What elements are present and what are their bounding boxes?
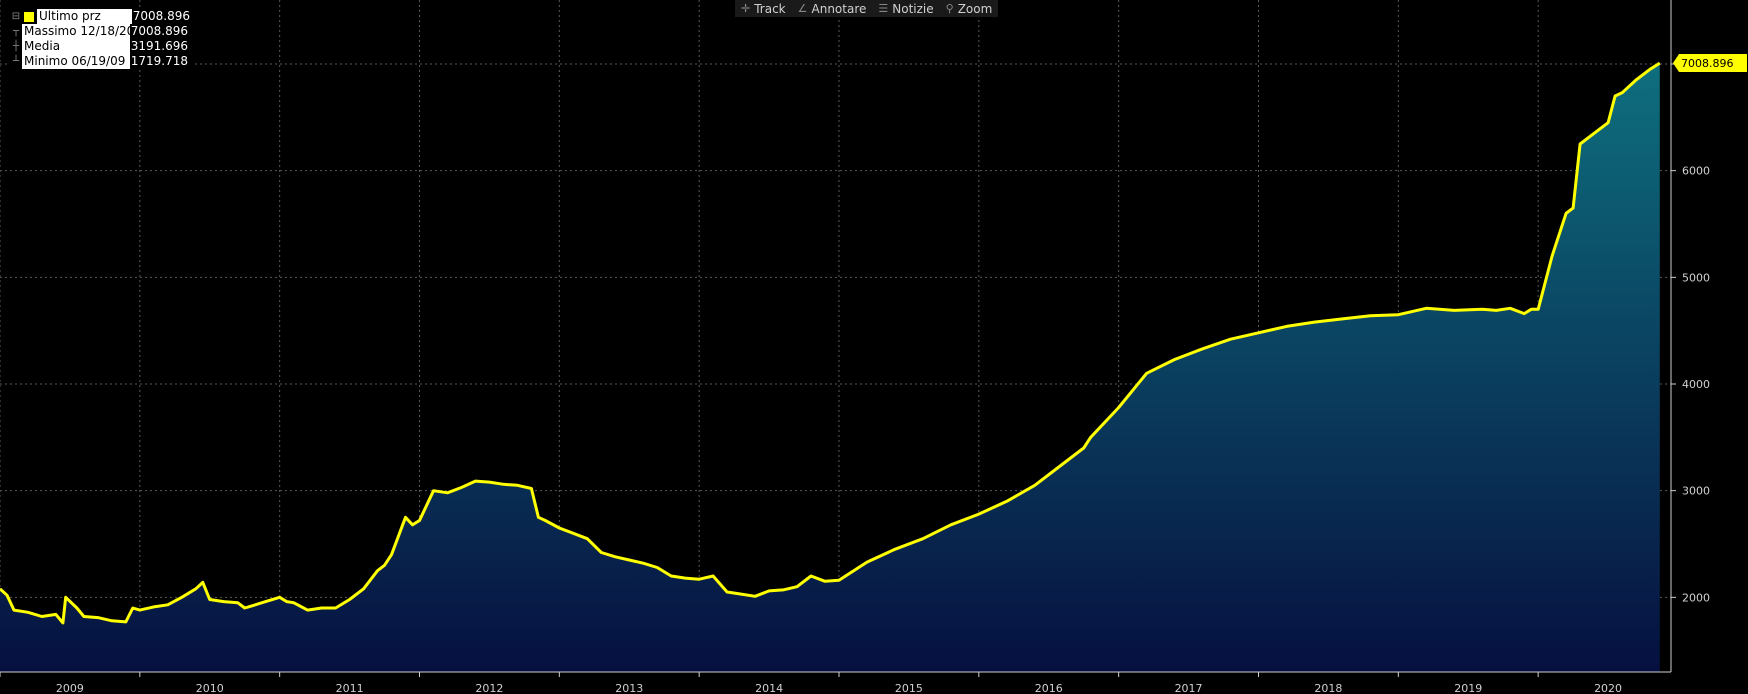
x-tick-label: 2012 xyxy=(475,682,503,694)
y-tick-label: 6000 xyxy=(1682,165,1710,178)
legend-row-low: ┴ Minimo 06/19/09 1719.718 xyxy=(10,54,192,69)
zoom-button[interactable]: ⚲ Zoom xyxy=(940,0,999,17)
legend-label-high: Massimo 12/18/20 xyxy=(22,24,130,39)
news-icon: ☰ xyxy=(878,2,889,15)
x-tick-label: 2018 xyxy=(1314,682,1342,694)
pencil-icon: ∠ xyxy=(797,2,808,15)
legend-row-last: ⊟ Ultimo prz 7008.896 xyxy=(10,9,192,24)
legend-row-avg: ┼ Media 3191.696 xyxy=(10,39,192,54)
price-line xyxy=(0,61,1661,625)
average-marker-icon: ┼ xyxy=(12,41,20,52)
collapse-icon[interactable]: ⊟ xyxy=(11,11,21,22)
x-tick-label: 2013 xyxy=(615,682,643,694)
legend-value-avg: 3191.696 xyxy=(130,39,188,53)
track-button[interactable]: ✛ Track xyxy=(735,0,792,17)
news-button[interactable]: ☰ Notizie xyxy=(872,0,939,17)
x-tick-label: 2015 xyxy=(895,682,923,694)
legend-label-low: Minimo 06/19/09 xyxy=(22,54,130,69)
high-marker-icon: ┬ xyxy=(12,26,20,37)
last-value-badge xyxy=(1673,54,1747,73)
y-tick-label: 3000 xyxy=(1682,485,1710,498)
x-tick-label: 2011 xyxy=(336,682,364,694)
crosshair-icon: ✛ xyxy=(741,2,751,15)
x-tick-label: 2016 xyxy=(1035,682,1063,694)
last-value-label: 7008.896 xyxy=(1681,57,1734,70)
legend-value-last: 7008.896 xyxy=(132,9,190,23)
x-tick-label: 2014 xyxy=(755,682,783,694)
chart-toolbar: ✛ Track ∠ Annotare ☰ Notizie ⚲ Zoom xyxy=(735,0,999,17)
legend-value-low: 1719.718 xyxy=(130,54,188,68)
x-tick-label: 2010 xyxy=(196,682,224,694)
annotate-button[interactable]: ∠ Annotare xyxy=(792,0,873,17)
x-tick-label: 2009 xyxy=(56,682,84,694)
last-value-marker: 7008.896 xyxy=(1673,54,1747,73)
x-tick-label: 2019 xyxy=(1454,682,1482,694)
x-tick-label: 2020 xyxy=(1594,682,1622,694)
low-marker-icon: ┴ xyxy=(12,56,20,67)
y-axis-ticks: 2000 3000 4000 5000 6000 xyxy=(1671,63,1710,604)
legend: ⊟ Ultimo prz 7008.896 ┬ Massimo 12/18/20… xyxy=(10,9,192,69)
y-tick-label: 5000 xyxy=(1682,271,1710,284)
magnifier-icon: ⚲ xyxy=(945,2,954,15)
news-label: Notizie xyxy=(892,1,934,16)
series-swatch[interactable] xyxy=(24,11,34,22)
zoom-label: Zoom xyxy=(957,1,993,16)
legend-label-avg: Media xyxy=(22,39,130,54)
track-label: Track xyxy=(754,1,786,16)
x-tick-label: 2017 xyxy=(1175,682,1203,694)
annotate-label: Annotare xyxy=(811,1,867,16)
legend-value-high: 7008.896 xyxy=(130,24,188,38)
y-tick-label: 4000 xyxy=(1682,378,1710,391)
price-area-fill xyxy=(0,63,1660,673)
legend-label-last: Ultimo prz xyxy=(37,9,132,24)
y-tick-label: 2000 xyxy=(1682,591,1710,604)
x-axis-ticks: 2009 2010 2011 2012 2013 2014 2015 2016 2017 2018… xyxy=(0,672,1622,694)
legend-row-high: ┬ Massimo 12/18/20 7008.896 xyxy=(10,24,192,39)
